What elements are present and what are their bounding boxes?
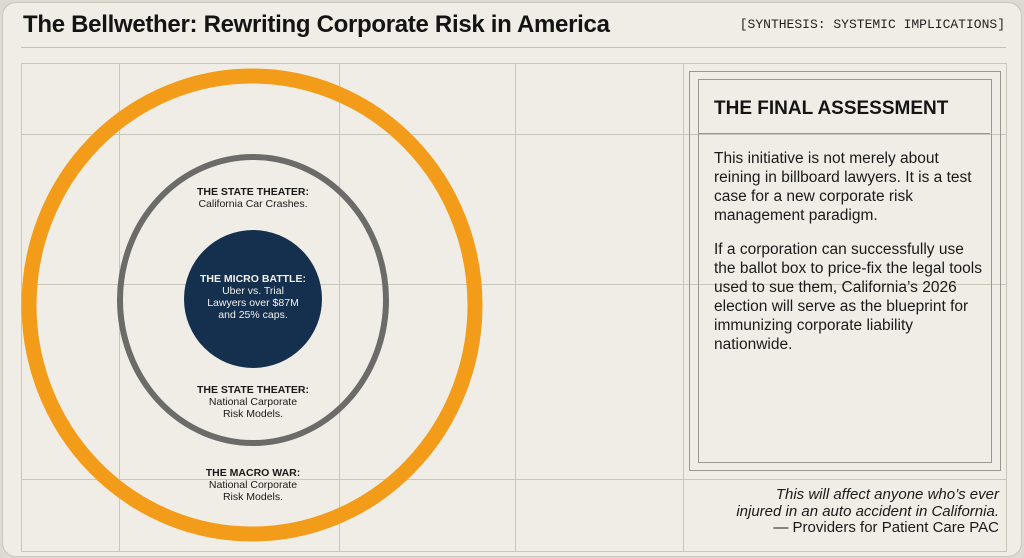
pull-quote: This will affect anyone who’s ever injur… (736, 486, 999, 537)
micro-battle-text-1: Uber vs. Trial (222, 285, 284, 297)
concentric-diagram (21, 68, 483, 542)
assessment-heading: THE FINAL ASSESSMENT (714, 98, 949, 119)
state-theater-bottom-text-1: National Carporate (208, 396, 298, 408)
page-title: The Bellwether: Rewriting Corporate Risk… (23, 11, 610, 38)
quote-attribution: — Providers for Patient Care PAC (773, 519, 999, 536)
middle-ring-state (117, 154, 389, 446)
micro-battle-heading: THE MICRO BATTLE: (200, 273, 306, 285)
assessment-paragraph-1: This initiative is not merely about rein… (714, 150, 972, 224)
macro-war-text-2: Risk Models. (222, 491, 284, 503)
background-grid (21, 63, 1007, 552)
quote-line-1: This will affect anyone who’s ever (775, 486, 999, 503)
state-theater-top-label: THE STATE THEATER: California Car Crashe… (178, 186, 328, 210)
state-theater-bottom-heading: THE STATE THEATER: (197, 384, 309, 396)
assessment-paragraph-2: If a corporation can successfully use th… (714, 241, 982, 353)
section-tag: [SYNTHESIS: SYSTEMIC IMPLICATIONS] (739, 17, 1005, 32)
title-divider (21, 47, 1006, 48)
core-circle-micro (184, 230, 322, 368)
quote-line-2: injured in an auto accident in Californi… (736, 502, 999, 520)
grid-border (21, 63, 1007, 552)
assessment-panel-outer-border (689, 71, 1001, 471)
state-theater-bottom-text-2: Risk Models. (222, 408, 284, 420)
micro-battle-text-3: and 25% caps. (218, 309, 288, 321)
macro-war-text-1: National Corporate (208, 479, 298, 491)
macro-war-label: THE MACRO WAR: National Corporate Risk M… (178, 467, 328, 503)
state-theater-bottom-label: THE STATE THEATER: National Carporate Ri… (178, 384, 328, 420)
micro-battle-text-2: Lawyers over $87M (207, 297, 299, 309)
state-theater-top-heading: THE STATE THEATER: (197, 186, 309, 198)
state-theater-top-text: California Car Crashes. (198, 198, 308, 210)
outer-ring-macro (21, 68, 483, 542)
macro-war-heading: THE MACRO WAR: (205, 467, 301, 479)
micro-battle-label: THE MICRO BATTLE: Uber vs. Trial Lawyers… (183, 273, 323, 321)
assessment-panel (698, 79, 992, 463)
assessment-divider (699, 133, 990, 134)
